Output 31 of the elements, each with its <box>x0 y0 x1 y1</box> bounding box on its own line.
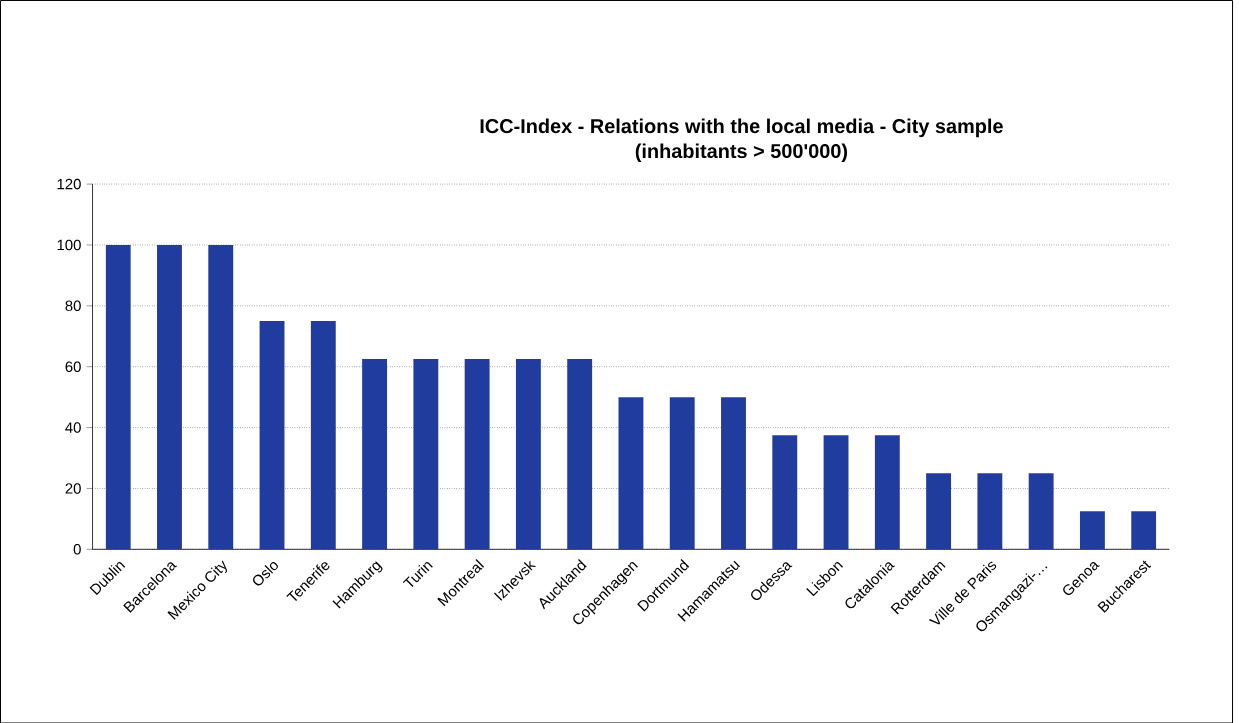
bar <box>105 244 131 550</box>
y-tick-label: 40 <box>65 422 81 433</box>
bar <box>362 358 388 550</box>
bar <box>1028 473 1054 550</box>
bar <box>874 434 900 550</box>
x-tick-label: Turin <box>402 561 433 587</box>
y-tick-label: 0 <box>73 543 81 555</box>
y-tick-label: 80 <box>65 300 81 311</box>
y-tick-label: 20 <box>65 482 81 494</box>
bar <box>977 473 1003 550</box>
bar <box>515 358 541 550</box>
bar <box>157 244 182 550</box>
bar <box>618 396 644 550</box>
bar <box>823 434 849 550</box>
chart-title: ICC-Index - Relations with the local media - City sample (inhabitants > 500'000) <box>480 118 1003 162</box>
bar <box>772 434 798 550</box>
bar <box>208 244 234 550</box>
bar <box>310 320 336 550</box>
bar <box>926 473 952 550</box>
bar <box>1131 511 1157 550</box>
bar <box>669 396 695 550</box>
y-tick-label: 60 <box>65 361 81 372</box>
y-tick-label: 100 <box>57 239 81 251</box>
bar <box>413 358 439 550</box>
bar <box>259 320 285 550</box>
y-tick-label: 120 <box>57 178 81 190</box>
x-tick-label: Oslo <box>253 561 278 586</box>
bar <box>721 396 746 550</box>
bar <box>567 358 593 550</box>
bar <box>1079 511 1105 550</box>
bar <box>464 358 490 550</box>
